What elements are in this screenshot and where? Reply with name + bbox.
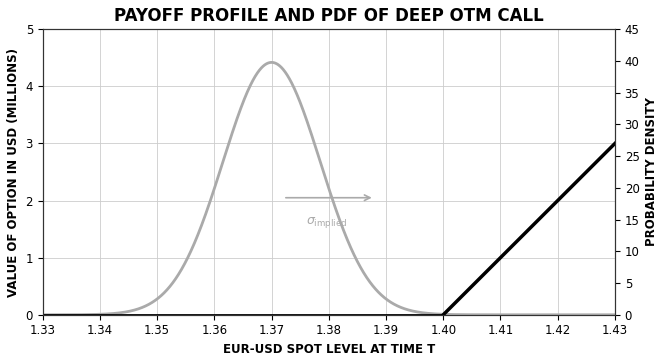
Text: $\sigma_{\mathrm{implied}}$: $\sigma_{\mathrm{implied}}$	[306, 215, 347, 230]
Title: PAYOFF PROFILE AND PDF OF DEEP OTM CALL: PAYOFF PROFILE AND PDF OF DEEP OTM CALL	[114, 7, 544, 25]
X-axis label: EUR-USD SPOT LEVEL AT TIME T: EUR-USD SPOT LEVEL AT TIME T	[223, 343, 435, 356]
Y-axis label: VALUE OF OPTION IN USD (MILLIONS): VALUE OF OPTION IN USD (MILLIONS)	[7, 48, 20, 297]
Y-axis label: PROBABILITY DENSITY: PROBABILITY DENSITY	[645, 98, 658, 246]
